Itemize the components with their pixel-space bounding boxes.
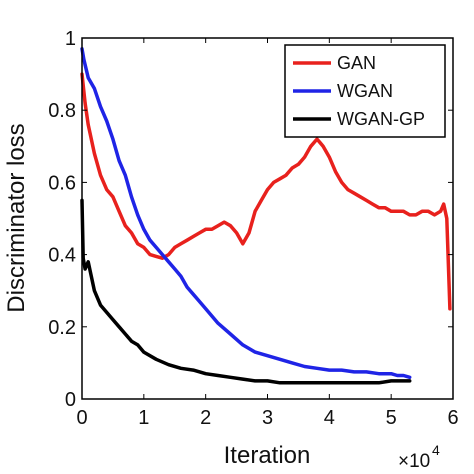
multiplier-base: ×10 <box>398 451 430 472</box>
y-tick-label: 0.8 <box>48 100 76 122</box>
legend-label-wgan: WGAN <box>337 81 393 101</box>
legend-label-wgan-gp: WGAN-GP <box>337 109 425 129</box>
x-tick-label: 1 <box>138 407 149 429</box>
x-tick-label: 0 <box>76 407 87 429</box>
y-tick-label: 0 <box>65 389 76 411</box>
series-line-wgan-gp <box>80 198 412 385</box>
x-axis-title: Iteration <box>224 442 311 469</box>
x-tick-label: 3 <box>262 407 273 429</box>
x-tick-label: 2 <box>200 407 211 429</box>
legend: GAN WGAN WGAN-GP <box>284 44 446 138</box>
x-axis-multiplier: ×10 4 <box>398 442 440 472</box>
series-line-wgan <box>80 47 412 380</box>
x-axis-ticks: 0 1 2 3 4 5 6 <box>76 38 459 429</box>
legend-label-gan: GAN <box>337 53 376 73</box>
series-layer <box>80 47 452 385</box>
y-tick-label: 0.4 <box>48 245 76 267</box>
y-tick-label: 1 <box>65 28 76 50</box>
x-tick-label: 4 <box>324 407 335 429</box>
multiplier-exponent: 4 <box>432 442 440 458</box>
y-tick-label: 0.6 <box>48 172 76 194</box>
y-axis-title: Discriminator loss <box>3 123 30 312</box>
x-tick-label: 5 <box>386 407 397 429</box>
x-tick-label: 6 <box>447 407 458 429</box>
y-axis-ticks: 0 0.2 0.4 0.6 0.8 1 <box>48 28 453 411</box>
series-line-gan <box>80 72 452 311</box>
y-tick-label: 0.2 <box>48 317 76 339</box>
